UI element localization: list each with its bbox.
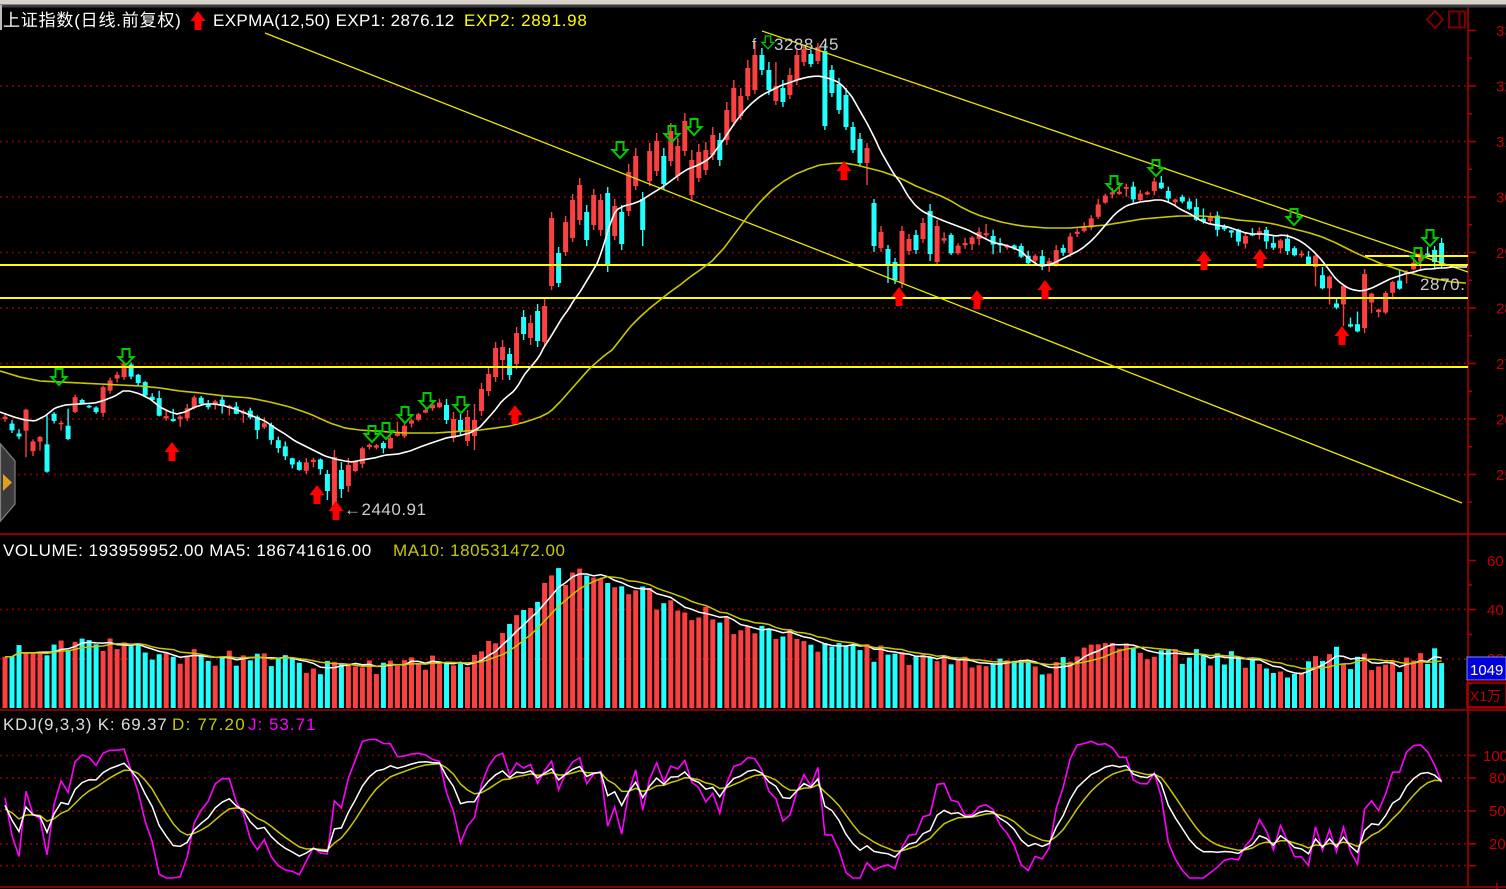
svg-text:KDJ(9,3,3) K: 69.37: KDJ(9,3,3) K: 69.37 <box>3 715 168 734</box>
svg-text:2800: 2800 <box>1496 301 1506 318</box>
svg-text:3100: 3100 <box>1496 134 1506 151</box>
svg-text:X1万: X1万 <box>1470 688 1501 704</box>
svg-text:60: 60 <box>1487 553 1504 570</box>
svg-text:3300: 3300 <box>1496 23 1506 40</box>
svg-text:VOLUME: 193959952.00 MA5: 1867: VOLUME: 193959952.00 MA5: 186741616.00 <box>3 541 372 560</box>
svg-text:2500: 2500 <box>1496 467 1506 484</box>
svg-text:3000: 3000 <box>1496 190 1506 207</box>
svg-text:3200: 3200 <box>1496 79 1506 96</box>
svg-text:D: 77.20: D: 77.20 <box>172 715 246 734</box>
svg-text:50: 50 <box>1489 803 1506 820</box>
svg-text:2700: 2700 <box>1496 356 1506 373</box>
svg-text:←2440.91: ←2440.91 <box>344 500 426 519</box>
svg-text:3288.45: 3288.45 <box>774 35 839 54</box>
svg-text:EXP2: 2891.98: EXP2: 2891.98 <box>464 11 587 30</box>
svg-text:上证指数(日线.前复权): 上证指数(日线.前复权) <box>3 11 182 30</box>
svg-text:80: 80 <box>1489 770 1506 787</box>
svg-text:2900: 2900 <box>1496 245 1506 262</box>
svg-text:40: 40 <box>1487 602 1504 619</box>
svg-text:EXPMA(12,50) EXP1: 2876.12: EXPMA(12,50) EXP1: 2876.12 <box>213 11 455 30</box>
svg-text:100: 100 <box>1483 748 1506 765</box>
svg-text:2600: 2600 <box>1496 412 1506 429</box>
svg-text:J: 53.71: J: 53.71 <box>248 715 317 734</box>
svg-text:MA10: 180531472.00: MA10: 180531472.00 <box>393 541 565 560</box>
svg-text:f: f <box>752 36 757 53</box>
svg-text:1049: 1049 <box>1470 662 1503 679</box>
svg-text:2870.: 2870. <box>1420 275 1466 294</box>
svg-text:20: 20 <box>1489 836 1506 853</box>
